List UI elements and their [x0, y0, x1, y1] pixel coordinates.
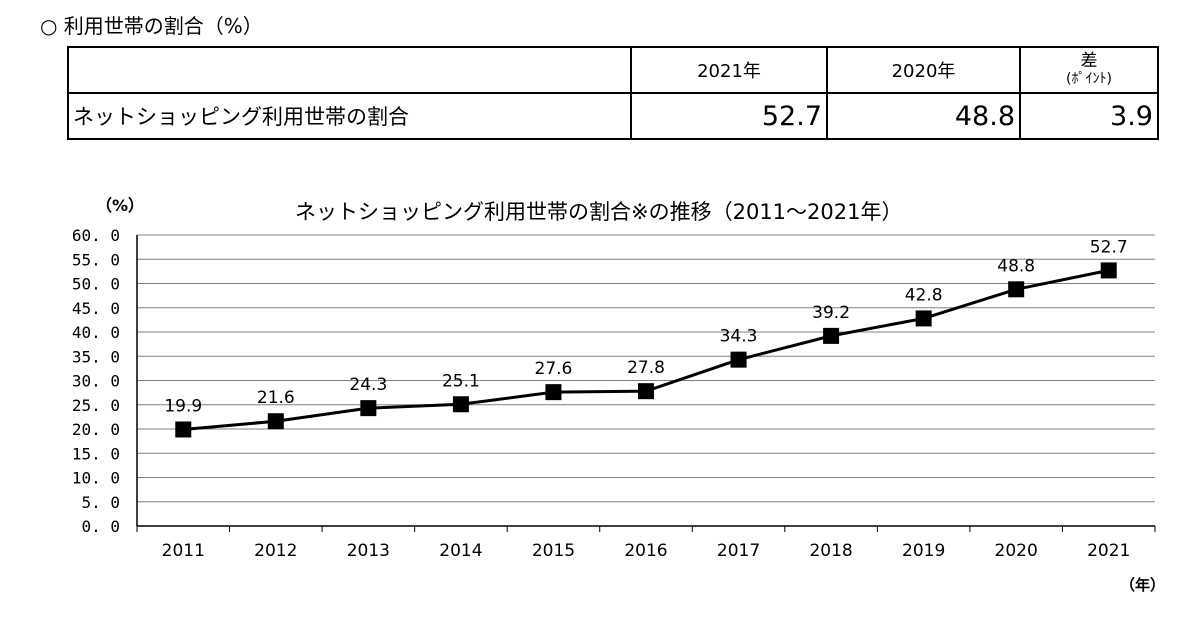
x-tick-label: 2014: [439, 541, 482, 561]
y-tick-label: 10. 0: [72, 469, 120, 488]
x-tick-label: 2021: [1087, 541, 1130, 561]
value-difference: 3.9: [1019, 92, 1159, 140]
x-tick-label: 2017: [717, 541, 760, 561]
data-label: 27.8: [627, 358, 665, 378]
data-point-marker: [1100, 262, 1117, 279]
data-label: 42.8: [905, 285, 943, 305]
data-point-marker: [638, 383, 654, 400]
table-row: ネットショッピング利用世帯の割合 52.7 48.8 3.9: [67, 92, 1159, 140]
x-tick-label: 2019: [902, 541, 945, 561]
x-tick-label: 2015: [532, 541, 575, 561]
x-tick-label: 2016: [624, 541, 667, 561]
difference-title: 差: [1080, 51, 1098, 71]
data-point-marker: [175, 421, 192, 438]
difference-unit: (ﾎﾟｲﾝﾄ): [1066, 71, 1112, 87]
data-point-marker: [730, 351, 747, 368]
data-point-marker: [1008, 281, 1025, 298]
data-point-marker: [915, 310, 932, 327]
y-tick-label: 50. 0: [72, 275, 120, 294]
data-label: 25.1: [442, 371, 480, 391]
x-axis-unit-label: （年）: [1120, 576, 1166, 594]
header-cell-2021: 2021年: [630, 46, 828, 94]
series-line: [183, 268, 1110, 431]
value-2020: 48.8: [826, 92, 1021, 140]
data-point-marker: [545, 384, 562, 401]
y-axis-unit-label: （%）: [96, 196, 145, 215]
y-tick-label: 60. 0: [72, 226, 120, 245]
y-tick-label: 0. 0: [81, 517, 120, 536]
data-label: 21.6: [257, 388, 295, 408]
y-tick-label: 30. 0: [72, 372, 120, 391]
data-label: 27.6: [535, 359, 573, 379]
header-cell-2020: 2020年: [826, 46, 1021, 94]
y-tick-label: 5. 0: [81, 493, 120, 512]
data-label: 19.9: [164, 396, 202, 416]
data-label: 24.3: [349, 375, 387, 395]
value-2021: 52.7: [630, 92, 828, 140]
data-point-marker: [267, 413, 284, 430]
x-tick-label: 2018: [809, 541, 852, 561]
data-label: 52.7: [1090, 237, 1128, 257]
y-tick-label: 45. 0: [72, 299, 120, 318]
summary-table: 2021年 2020年 差 (ﾎﾟｲﾝﾄ) ネットショッピング利用世帯の割合 5…: [67, 46, 1159, 140]
data-point-marker: [823, 327, 840, 344]
y-tick-label: 20. 0: [72, 420, 120, 439]
row-label: ネットショッピング利用世帯の割合: [67, 92, 632, 140]
data-label: 34.3: [720, 327, 758, 347]
y-tick-label: 15. 0: [72, 444, 120, 463]
data-label: 48.8: [997, 256, 1035, 276]
section-heading: ○ 利用世帯の割合（%）: [40, 14, 263, 38]
data-point-marker: [452, 396, 469, 413]
line-chart: （%） ネットショッピング利用世帯の割合※の推移（2011～2021年） （年）…: [0, 180, 1200, 610]
chart-svg: 0. 0 5. 0 10. 0 15. 0 20. 0 25. 0 30. 0 35. 0 40…: [72, 226, 1156, 561]
y-tick-label: 35. 0: [72, 347, 120, 366]
chart-title: ネットショッピング利用世帯の割合※の推移（2011～2021年）: [295, 200, 903, 224]
x-tick-label: 2020: [995, 541, 1038, 561]
y-tick-label: 25. 0: [72, 396, 120, 415]
header-cell-empty: [67, 46, 632, 94]
x-tick-label: 2011: [162, 541, 205, 561]
x-tick-label: 2012: [254, 541, 297, 561]
y-tick-label: 40. 0: [72, 323, 120, 342]
data-point-marker: [360, 400, 377, 417]
header-cell-difference: 差 (ﾎﾟｲﾝﾄ): [1019, 46, 1159, 94]
table-header-row: 2021年 2020年 差 (ﾎﾟｲﾝﾄ): [67, 46, 1159, 94]
y-tick-label: 55. 0: [72, 250, 120, 269]
x-tick-label: 2013: [347, 541, 390, 561]
data-label: 39.2: [812, 303, 850, 323]
